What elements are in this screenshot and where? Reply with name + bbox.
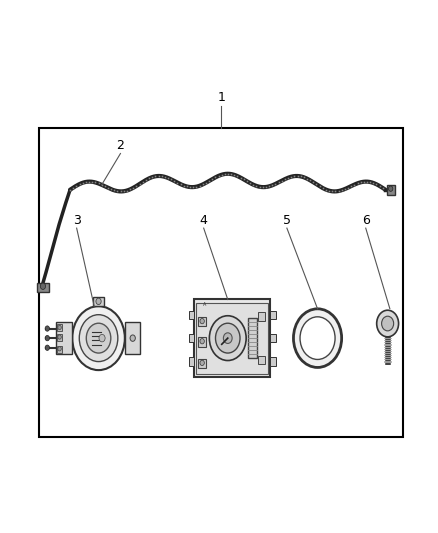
Circle shape [99,334,105,342]
Circle shape [96,298,101,304]
Bar [198,337,206,346]
Text: 2: 2 [117,139,124,152]
Bar [188,357,194,366]
Circle shape [86,323,111,353]
Circle shape [377,310,399,337]
Bar [270,334,276,342]
Bar [194,300,270,377]
Circle shape [209,316,246,360]
Circle shape [79,314,118,361]
Circle shape [45,345,49,350]
Bar [270,311,276,319]
Bar [57,324,62,331]
Bar [37,283,49,292]
Bar [39,128,403,437]
Circle shape [389,186,393,191]
Bar [248,318,258,358]
Bar [258,356,265,364]
Bar [188,334,194,342]
Bar [198,359,206,368]
Text: 1: 1 [217,91,225,104]
Circle shape [293,309,342,367]
Circle shape [58,335,61,339]
Bar [188,311,194,319]
Bar [270,357,276,366]
Circle shape [58,346,61,351]
Circle shape [381,316,394,331]
Text: 6: 6 [362,214,370,227]
Bar [57,334,62,341]
Bar [196,303,268,374]
Bar [258,312,265,321]
Circle shape [58,325,61,329]
Bar [198,317,206,326]
Circle shape [223,333,232,343]
Bar [57,345,62,352]
Text: 4: 4 [200,214,208,227]
Bar [387,185,395,195]
Circle shape [215,323,240,353]
Text: 5: 5 [283,214,291,227]
Circle shape [130,335,135,341]
Circle shape [45,326,49,331]
Circle shape [40,283,46,289]
Bar [56,322,72,354]
Circle shape [72,306,125,370]
Bar [125,322,140,354]
Text: 3: 3 [73,214,81,227]
Circle shape [45,335,49,341]
Circle shape [300,317,335,359]
Circle shape [200,338,204,344]
Circle shape [200,360,204,366]
Circle shape [200,319,204,324]
Text: A: A [203,302,206,307]
Bar [93,296,104,306]
